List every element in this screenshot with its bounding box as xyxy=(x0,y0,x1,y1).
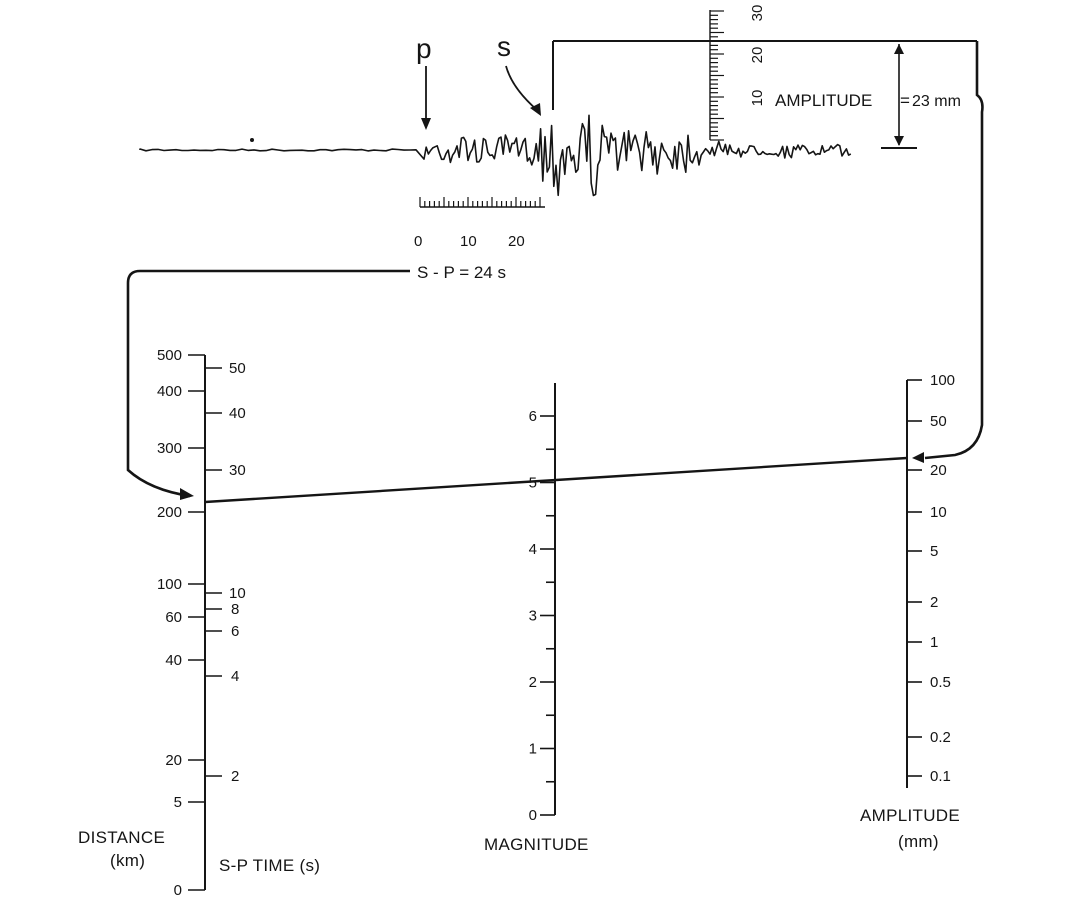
magnitude-tick-label: 5 xyxy=(529,475,537,492)
distance-axis-title: DISTANCE xyxy=(78,828,165,847)
magnitude-tick-label: 4 xyxy=(529,541,537,558)
sp-tick-label: 50 xyxy=(229,360,246,377)
distance-tick-label: 0 xyxy=(174,882,182,899)
amplitude-tick-label: 0.2 xyxy=(930,729,951,746)
amp-scale-tick-20: 20 xyxy=(749,47,766,64)
seismogram: p s 0 10 20 S - P = 24 s 10 20 30 AMPLIT… xyxy=(139,5,977,282)
sp-tick-label: 6 xyxy=(231,623,239,640)
sp-tick-label: 4 xyxy=(231,668,239,685)
distance-tick-label: 20 xyxy=(165,752,182,769)
time-scale xyxy=(419,197,545,208)
time-tick-0: 0 xyxy=(414,233,422,250)
magnitude-tick-label: 0 xyxy=(529,807,537,824)
amplitude-axis-title: AMPLITUDE xyxy=(860,806,960,825)
dimension-arrow-top xyxy=(894,44,904,54)
distance-tick-label: 300 xyxy=(157,440,182,457)
amp-scale-tick-10: 10 xyxy=(749,90,766,107)
distance-tick-label: 400 xyxy=(157,383,182,400)
amplitude-axis-unit: (mm) xyxy=(898,832,939,851)
sp-time-ticks: 50 40 30 108 6 4 2 xyxy=(205,360,246,785)
s-arrow-head xyxy=(530,103,541,116)
distance-tick-label: 200 xyxy=(157,504,182,521)
amplitude-tick-label: 20 xyxy=(930,462,947,479)
distance-tick-label: 40 xyxy=(165,652,182,669)
magnitude-tick-label: 6 xyxy=(529,408,537,425)
magnitude-axis: 0 1 2 3 4 5 6 MAGNITUDE xyxy=(484,383,589,854)
amplitude-label: AMPLITUDE xyxy=(775,91,872,110)
sp-connector xyxy=(126,269,410,498)
p-wave-label: p xyxy=(416,33,432,64)
distance-tick-label: 5 xyxy=(174,794,182,811)
sp-tick-label: 30 xyxy=(229,462,246,479)
seismogram-trace xyxy=(139,114,852,197)
time-tick-10: 10 xyxy=(460,233,477,250)
amplitude-tick-label: 2 xyxy=(930,594,938,611)
trace-dot xyxy=(250,138,254,142)
amplitude-tick-label: 5 xyxy=(930,543,938,560)
amplitude-connector-arrow xyxy=(912,452,924,463)
sp-tick-label: 40 xyxy=(229,405,246,422)
sp-time-axis-title: S-P TIME (s) xyxy=(219,856,320,875)
amplitude-axis: 100 50 20 10 5 2 1 0.5 0.2 0.1 AMPLITUDE (mm) xyxy=(860,372,960,851)
amplitude-tick-label: 0.1 xyxy=(930,768,951,785)
sp-tick-label: 8 xyxy=(231,601,239,618)
amplitude-value: 23 mm xyxy=(912,93,961,110)
magnitude-tick-label: 3 xyxy=(529,608,537,625)
amplitude-tick-label: 10 xyxy=(930,504,947,521)
distance-ticks: 500 400 300 200 100 60 40 20 5 0 xyxy=(157,347,205,899)
distance-tick-label: 500 xyxy=(157,347,182,364)
magnitude-axis-title: MAGNITUDE xyxy=(484,835,589,854)
amp-scale-tick-30: 30 xyxy=(749,5,766,22)
magnitude-tick-label: 1 xyxy=(529,741,537,758)
amplitude-tick-label: 100 xyxy=(930,372,955,389)
magnitude-reading-line xyxy=(204,456,908,504)
magnitude-ticks: 0 1 2 3 4 5 6 xyxy=(529,408,555,824)
magnitude-tick-label: 2 xyxy=(529,674,537,691)
dimension-arrow-bottom xyxy=(894,136,904,146)
amplitude-equals: = xyxy=(900,91,910,110)
distance-tick-label: 100 xyxy=(157,576,182,593)
time-tick-20: 20 xyxy=(508,233,525,250)
p-arrow-head xyxy=(421,118,431,130)
amplitude-tick-label: 50 xyxy=(930,413,947,430)
amplitude-tick-label: 0.5 xyxy=(930,674,951,691)
amplitude-connector xyxy=(924,41,984,460)
amplitude-tick-label: 1 xyxy=(930,634,938,651)
s-wave-label: s xyxy=(497,31,511,62)
sp-interval-label: S - P = 24 s xyxy=(417,263,506,282)
sp-tick-label: 10 xyxy=(229,585,246,602)
amplitude-scale xyxy=(709,10,724,141)
sp-connector-arrow xyxy=(180,488,194,500)
reading-connectors xyxy=(126,41,984,504)
sp-tick-label: 2 xyxy=(231,768,239,785)
amplitude-ticks: 100 50 20 10 5 2 1 0.5 0.2 0.1 xyxy=(907,372,955,785)
distance-tick-label: 60 xyxy=(165,609,182,626)
s-arrow-shaft xyxy=(505,65,538,111)
distance-axis-unit: (km) xyxy=(110,851,145,870)
